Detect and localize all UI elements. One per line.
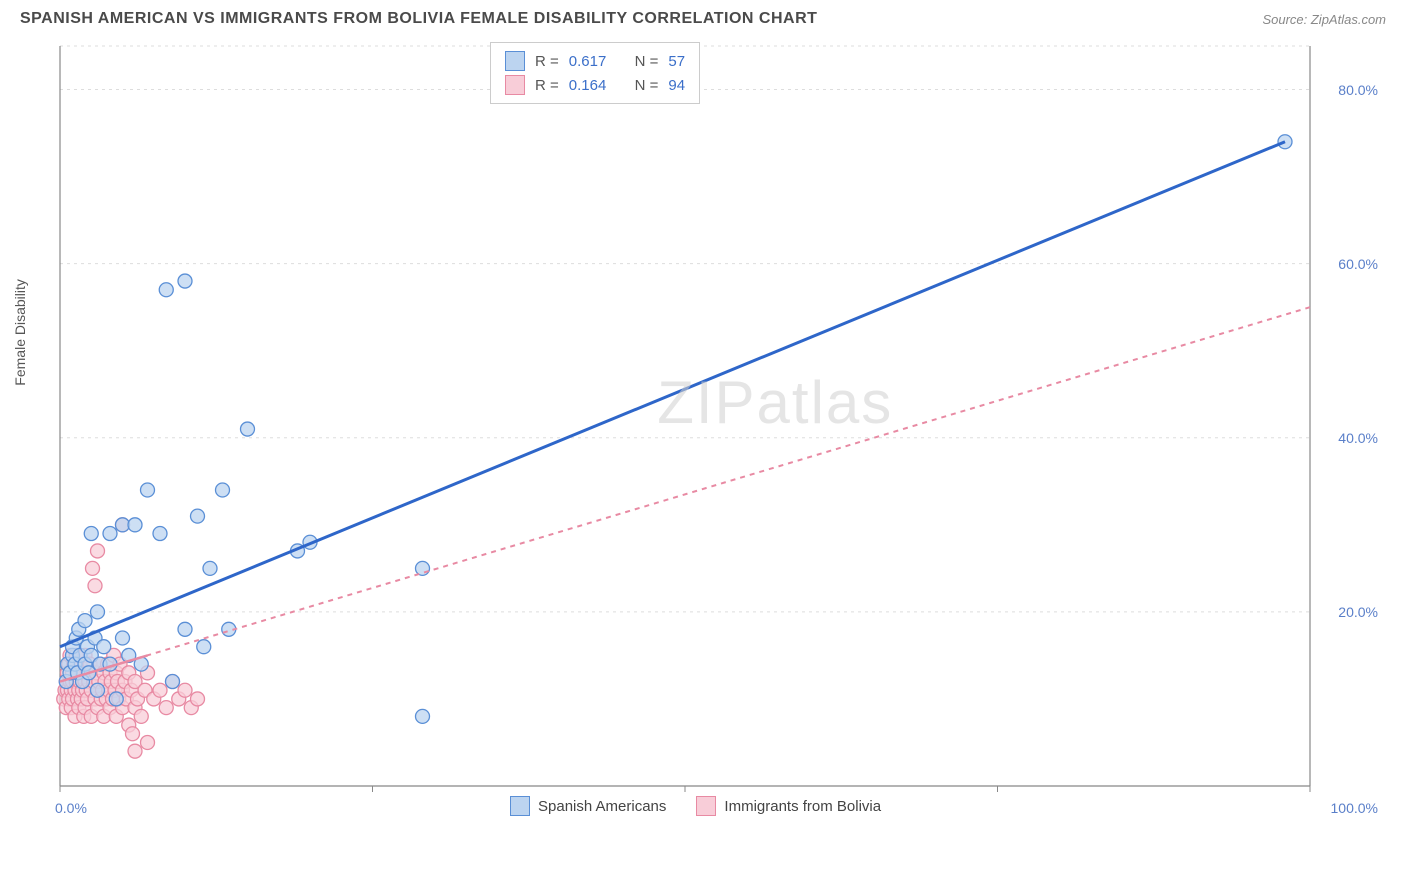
scatter-chart <box>50 36 1370 826</box>
n-value: 57 <box>668 53 685 70</box>
legend-label: Spanish Americans <box>538 798 666 815</box>
stats-row: R = 0.164 N = 94 <box>505 73 685 97</box>
n-label: N = <box>635 53 659 70</box>
correlation-stats-box: R = 0.617 N = 57 R = 0.164 N = 94 <box>490 42 700 104</box>
y-tick-label: 80.0% <box>1338 82 1378 98</box>
chart-title: SPANISH AMERICAN VS IMMIGRANTS FROM BOLI… <box>20 10 817 28</box>
r-value: 0.164 <box>569 77 607 94</box>
chart-source: Source: ZipAtlas.com <box>1262 12 1386 27</box>
series-legend: Spanish Americans Immigrants from Bolivia <box>510 796 881 816</box>
r-label: R = <box>535 53 559 70</box>
legend-swatch <box>505 75 525 95</box>
y-axis-label: Female Disability <box>12 279 28 386</box>
r-value: 0.617 <box>569 53 607 70</box>
chart-header: SPANISH AMERICAN VS IMMIGRANTS FROM BOLI… <box>0 0 1406 36</box>
y-tick-label: 40.0% <box>1338 430 1378 446</box>
legend-swatch <box>505 51 525 71</box>
legend-swatch <box>696 796 716 816</box>
legend-item: Spanish Americans <box>510 796 666 816</box>
stats-row: R = 0.617 N = 57 <box>505 49 685 73</box>
legend-swatch <box>510 796 530 816</box>
x-min-label: 0.0% <box>55 800 87 816</box>
x-max-label: 100.0% <box>1331 800 1378 816</box>
chart-container: Female Disability ZIPatlas R = 0.617 N =… <box>50 36 1386 826</box>
y-tick-label: 60.0% <box>1338 256 1378 272</box>
n-label: N = <box>635 77 659 94</box>
n-value: 94 <box>668 77 685 94</box>
r-label: R = <box>535 77 559 94</box>
y-tick-label: 20.0% <box>1338 604 1378 620</box>
legend-label: Immigrants from Bolivia <box>724 798 881 815</box>
legend-item: Immigrants from Bolivia <box>696 796 881 816</box>
